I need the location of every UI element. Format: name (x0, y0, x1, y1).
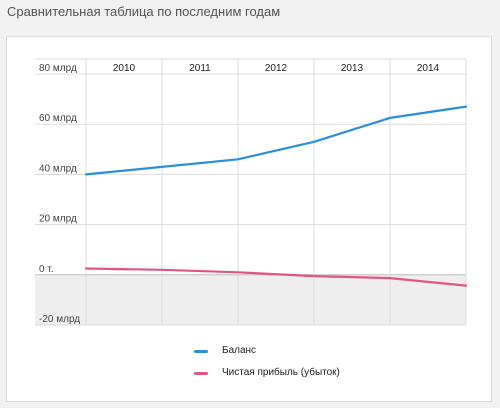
series-line-1 (84, 267, 468, 287)
legend-label-balance: Баланс (222, 345, 257, 356)
y-tick-label: 20 млрд (39, 214, 77, 225)
legend-swatch-balance (194, 350, 208, 353)
y-tick-label: 40 млрд (39, 163, 77, 174)
y-tick-label: 60 млрд (39, 113, 77, 124)
comparison-chart: 80 млрд 60 млрд 40 млрд 20 млрд 0 т. -20 млрд… (35, 58, 468, 326)
category-label: 2013 (341, 63, 364, 74)
negative-region (35, 274, 466, 325)
page-title: Сравнительная таблица по последним годам (7, 4, 281, 19)
y-tick-label: 80 млрд (39, 63, 77, 74)
category-label: 2014 (417, 63, 440, 74)
category-label: 2012 (265, 63, 288, 74)
y-tick-label: 0 т. (39, 264, 54, 275)
legend-swatch-net-profit (194, 372, 208, 375)
series-line-0 (84, 105, 468, 176)
chart-card: 80 млрд 60 млрд 40 млрд 20 млрд 0 т. -20 млрд… (6, 36, 492, 402)
category-label: 2010 (113, 63, 136, 74)
category-label: 2011 (189, 63, 211, 74)
legend-label-net-profit: Чистая прибыль (убыток) (222, 367, 340, 378)
y-tick-label: -20 млрд (39, 314, 80, 325)
